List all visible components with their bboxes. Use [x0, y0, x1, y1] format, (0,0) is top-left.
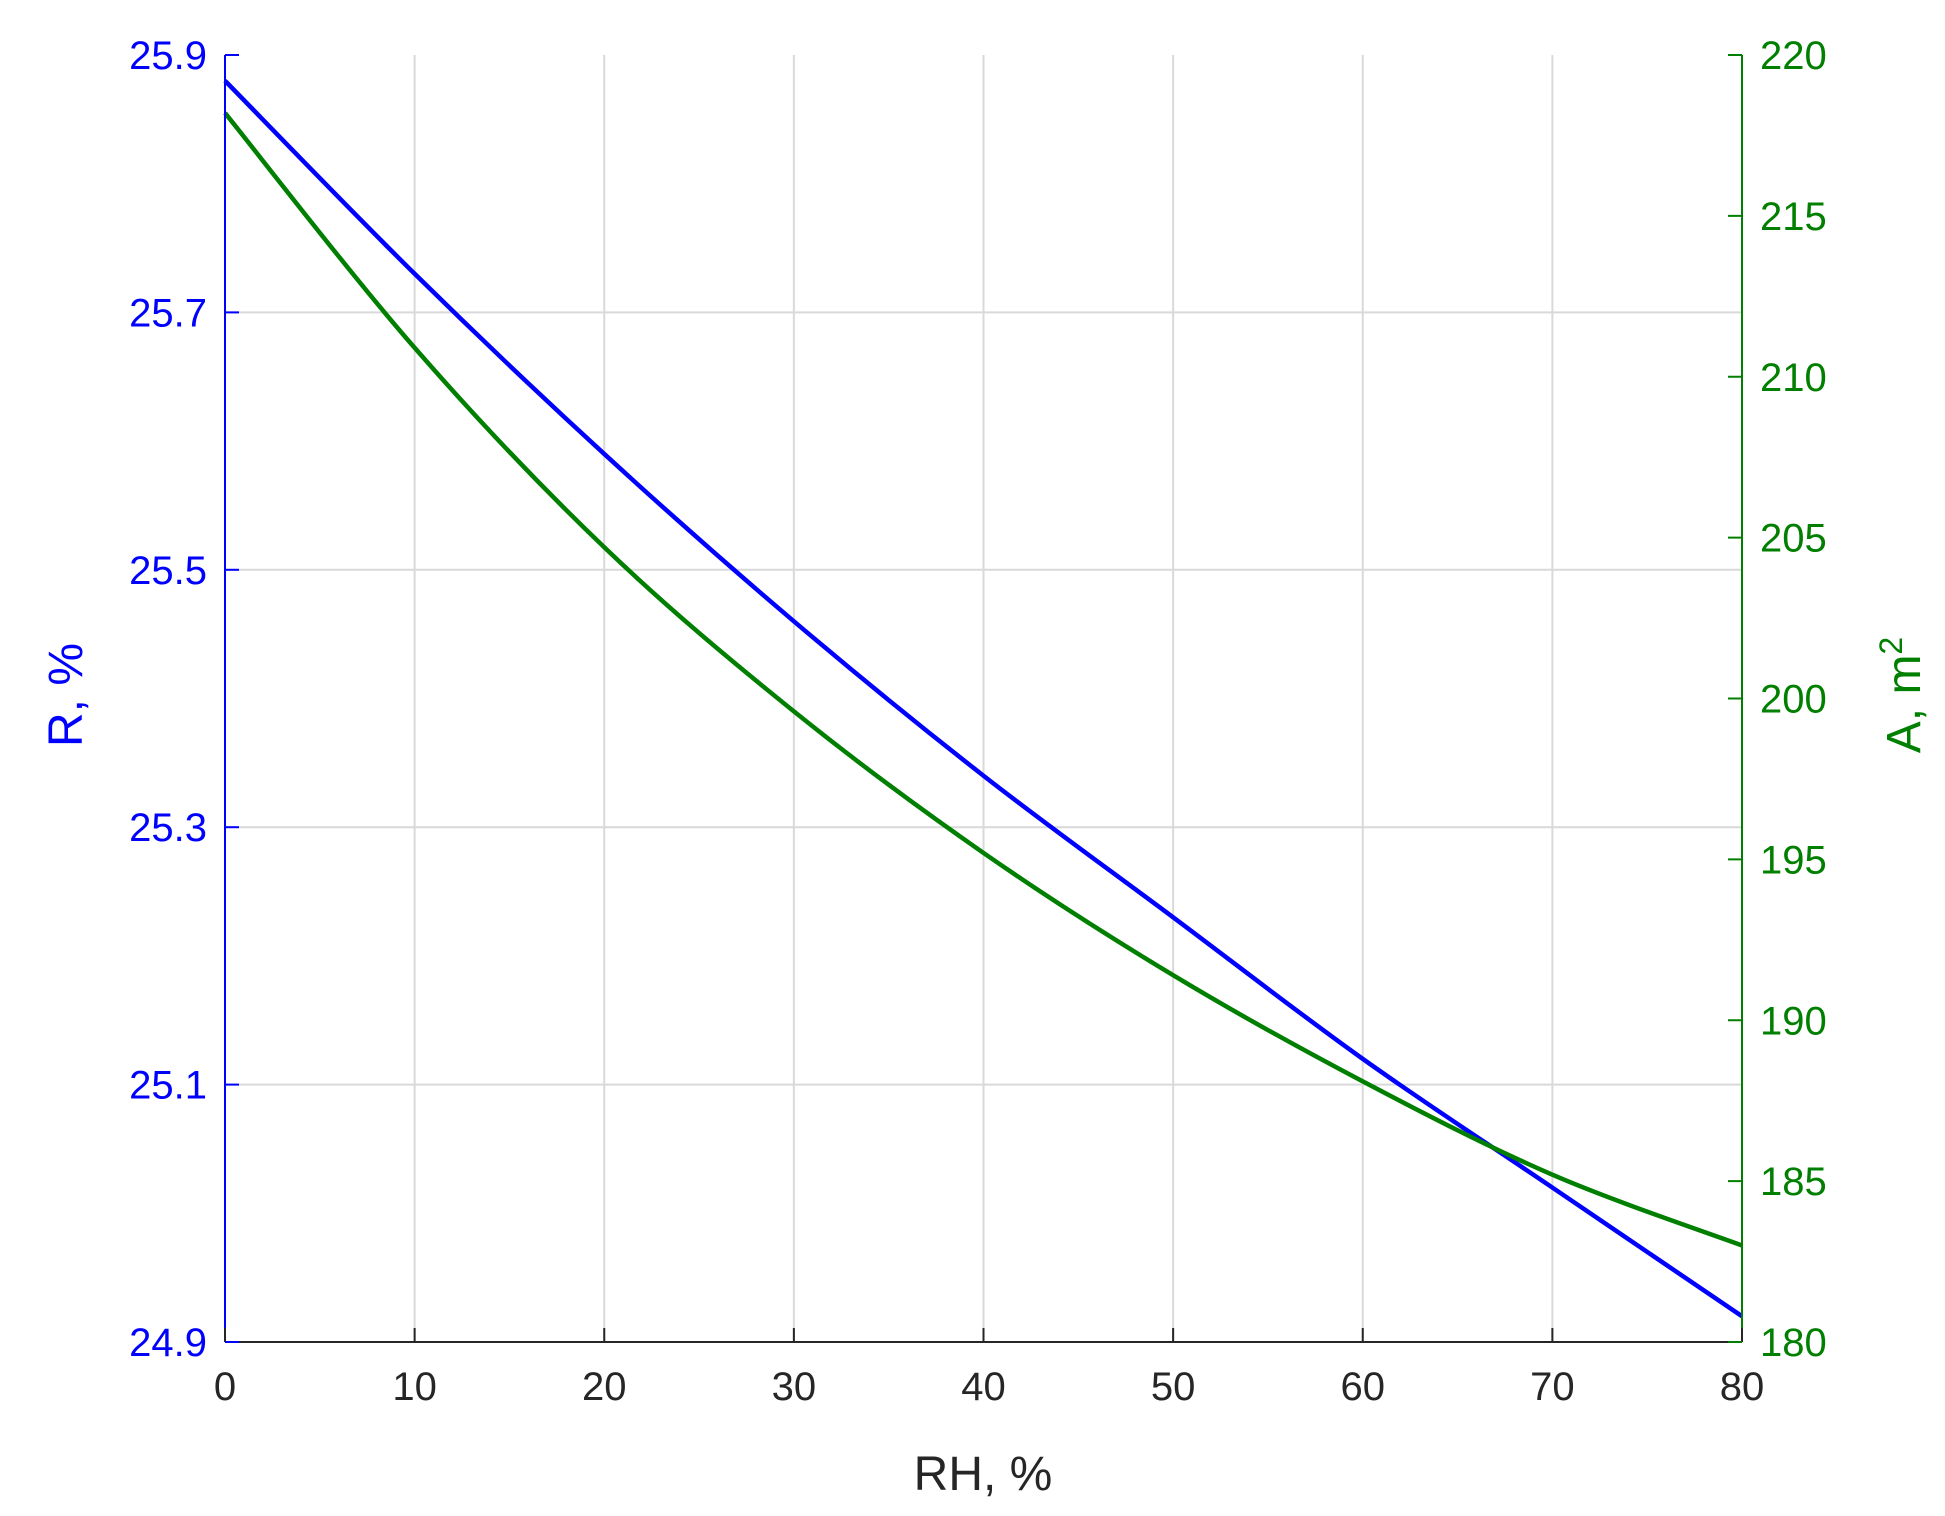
right-y-tick-label: 215 — [1760, 195, 1827, 239]
right-y-tick-label: 180 — [1760, 1321, 1827, 1365]
series-line-right-axis — [223, 111, 1743, 1248]
left-y-tick-label: 25.7 — [129, 291, 207, 335]
x-tick-label: 0 — [214, 1365, 236, 1409]
right-y-tick-label: 220 — [1760, 34, 1827, 78]
tick-labels: 0 10 20 30 40 50 60 70 80 24.9 25.1 25.3 25.5 25.7 25.… — [129, 34, 1827, 1409]
x-tick-label: 10 — [392, 1365, 437, 1409]
left-y-tick-label: 25.3 — [129, 806, 207, 850]
left-y-tick-label: 25.5 — [129, 549, 207, 593]
x-tick-label: 60 — [1341, 1365, 1386, 1409]
axes — [224, 54, 1743, 1343]
right-y-tick-label: 190 — [1760, 999, 1827, 1043]
left-y-tick-label: 25.9 — [129, 34, 207, 78]
x-axis-title: RH, % — [914, 1448, 1053, 1501]
x-tick-label: 50 — [1151, 1365, 1196, 1409]
x-tick-label: 30 — [772, 1365, 817, 1409]
series-lines — [223, 79, 1744, 1319]
x-tick-label: 80 — [1720, 1365, 1765, 1409]
right-y-axis-title-base: A, m — [1878, 655, 1931, 754]
grid-lines — [225, 55, 1742, 1342]
right-y-axis-title-superscript: 2 — [1873, 637, 1909, 655]
x-tick-label: 20 — [582, 1365, 627, 1409]
right-y-tick-label: 195 — [1760, 838, 1827, 882]
right-y-tick-label: 210 — [1760, 356, 1827, 400]
right-y-tick-label: 185 — [1760, 1160, 1827, 1204]
left-y-tick-label: 24.9 — [129, 1321, 207, 1365]
right-y-tick-label: 200 — [1760, 678, 1827, 722]
x-tick-label: 40 — [961, 1365, 1006, 1409]
x-tick-label: 70 — [1530, 1365, 1575, 1409]
right-y-tick-label: 205 — [1760, 517, 1827, 561]
left-y-axis-title: R, % — [40, 643, 93, 747]
left-y-tick-label: 25.1 — [129, 1064, 207, 1108]
right-y-axis-title: A, m2 — [1873, 637, 1931, 753]
